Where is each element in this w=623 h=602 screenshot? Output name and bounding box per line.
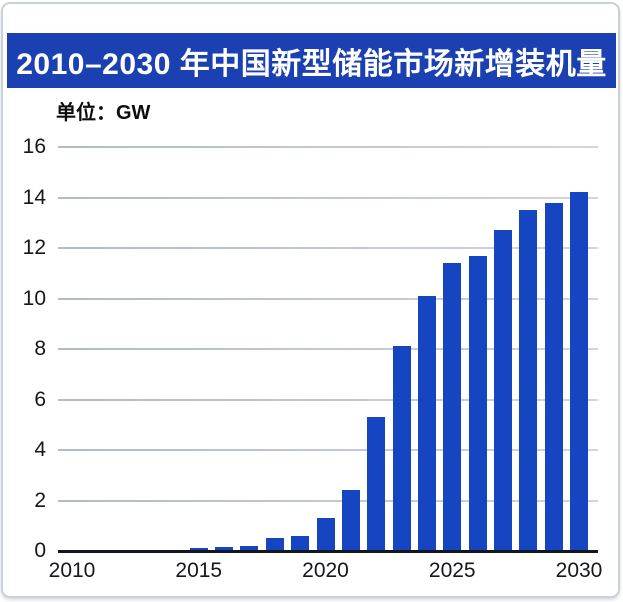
- x-axis-line: [58, 549, 598, 553]
- bar: [291, 535, 310, 551]
- bar: [493, 230, 512, 551]
- bar: [316, 518, 335, 551]
- y-tick-label: 8: [34, 337, 46, 360]
- y-tick-label: 12: [22, 236, 46, 259]
- gridline: [58, 196, 598, 199]
- bar: [570, 192, 588, 551]
- y-tick-label: 4: [34, 438, 46, 461]
- unit-label: 单位：GW: [56, 102, 151, 124]
- bar: [468, 255, 487, 551]
- y-tick-label: 10: [22, 286, 46, 310]
- x-tick-label: 2030: [555, 559, 603, 582]
- chart-title: 2010–2030 年中国新型储能市场新增装机量: [16, 47, 607, 81]
- bar: [519, 210, 538, 551]
- x-tick-label: 2010: [48, 559, 96, 582]
- bar: [265, 538, 284, 551]
- y-tick-label: 2: [34, 488, 46, 512]
- bar: [240, 545, 259, 551]
- bar: [417, 295, 436, 551]
- bar: [341, 490, 360, 551]
- bar: [215, 547, 234, 551]
- gridline: [58, 449, 598, 451]
- gridline: [58, 499, 598, 502]
- bar: [443, 263, 462, 551]
- x-tick-label: 2025: [428, 559, 476, 582]
- bar: [367, 417, 386, 551]
- bar: [544, 202, 563, 551]
- y-tick-label: 0: [34, 539, 46, 562]
- x-tick-label: 2015: [175, 559, 223, 582]
- gridline: [58, 247, 598, 249]
- y-tick-label: 6: [34, 387, 46, 411]
- y-tick-label: 16: [22, 135, 46, 158]
- chart-title-banner: 2010–2030 年中国新型储能市场新增装机量: [7, 33, 616, 88]
- gridline: [58, 398, 598, 401]
- gridline: [58, 146, 598, 148]
- bar: [392, 346, 411, 551]
- gridline: [58, 297, 598, 300]
- x-tick-label: 2020: [302, 559, 349, 582]
- y-tick-label: 14: [22, 185, 46, 209]
- gridline: [58, 348, 598, 350]
